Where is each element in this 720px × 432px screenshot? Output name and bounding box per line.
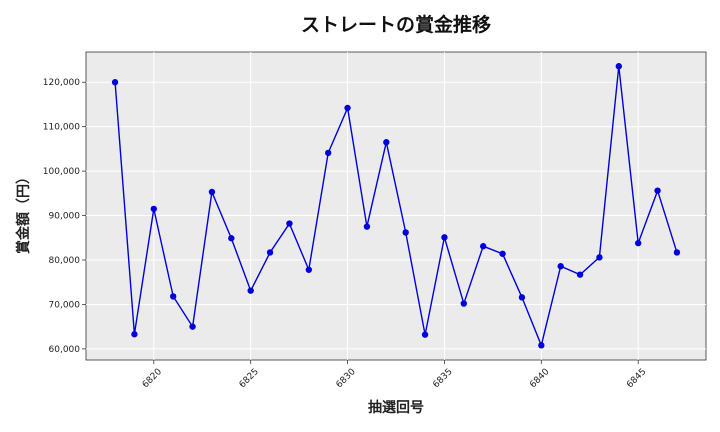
data-point <box>557 263 564 270</box>
data-point <box>538 342 545 349</box>
data-point <box>208 188 216 196</box>
x-axis-label: 抽選回号 <box>368 399 424 416</box>
data-point <box>111 79 119 86</box>
data-point <box>615 63 623 70</box>
grid-lines <box>86 52 706 360</box>
y-axis-ticks: 60,000 70,000 80,000 90,000 100,000 110,000 12… <box>43 78 86 355</box>
x-tick-label: 6830 <box>335 367 358 390</box>
x-tick-label: 6825 <box>238 367 261 390</box>
data-point <box>654 187 661 194</box>
y-tick-label: 70,000 <box>49 300 81 310</box>
data-point <box>518 294 526 301</box>
x-tick-label: 6835 <box>431 367 454 390</box>
data-point <box>169 293 177 300</box>
data-point <box>150 205 158 213</box>
data-point <box>131 331 138 338</box>
chart-title: ストレートの賞金推移 <box>300 14 491 36</box>
x-axis-ticks: 6820 6825 6830 6835 6840 6845 <box>141 360 648 390</box>
data-point <box>383 139 390 146</box>
x-tick-label: 6845 <box>625 367 648 390</box>
data-point <box>189 323 196 330</box>
data-point <box>673 249 681 256</box>
data-point <box>286 220 293 227</box>
data-point <box>266 249 274 256</box>
data-point <box>634 239 642 247</box>
data-point <box>305 266 313 273</box>
series-line <box>114 66 678 348</box>
data-point <box>421 331 429 338</box>
x-tick-label: 6840 <box>528 367 551 390</box>
x-tick-label: 6820 <box>141 367 164 390</box>
y-tick-label: 60,000 <box>49 345 81 355</box>
data-point <box>441 234 448 241</box>
data-point <box>344 104 351 112</box>
plot-area <box>85 51 707 361</box>
data-point <box>479 243 487 250</box>
data-point <box>228 235 235 242</box>
data-point <box>460 300 468 307</box>
data-point <box>402 229 409 236</box>
y-tick-label: 120,000 <box>43 78 80 88</box>
y-tick-label: 110,000 <box>43 123 80 133</box>
y-tick-label: 80,000 <box>49 256 81 266</box>
data-point <box>596 254 603 261</box>
series-group <box>111 63 681 349</box>
y-axis-label: 賞金額（円） <box>15 170 32 254</box>
data-point <box>324 149 332 157</box>
data-point <box>363 223 371 230</box>
y-tick-label: 100,000 <box>43 167 80 177</box>
y-tick-label: 90,000 <box>49 212 81 222</box>
data-point <box>247 287 254 294</box>
data-point <box>576 271 584 278</box>
data-point <box>499 250 506 257</box>
